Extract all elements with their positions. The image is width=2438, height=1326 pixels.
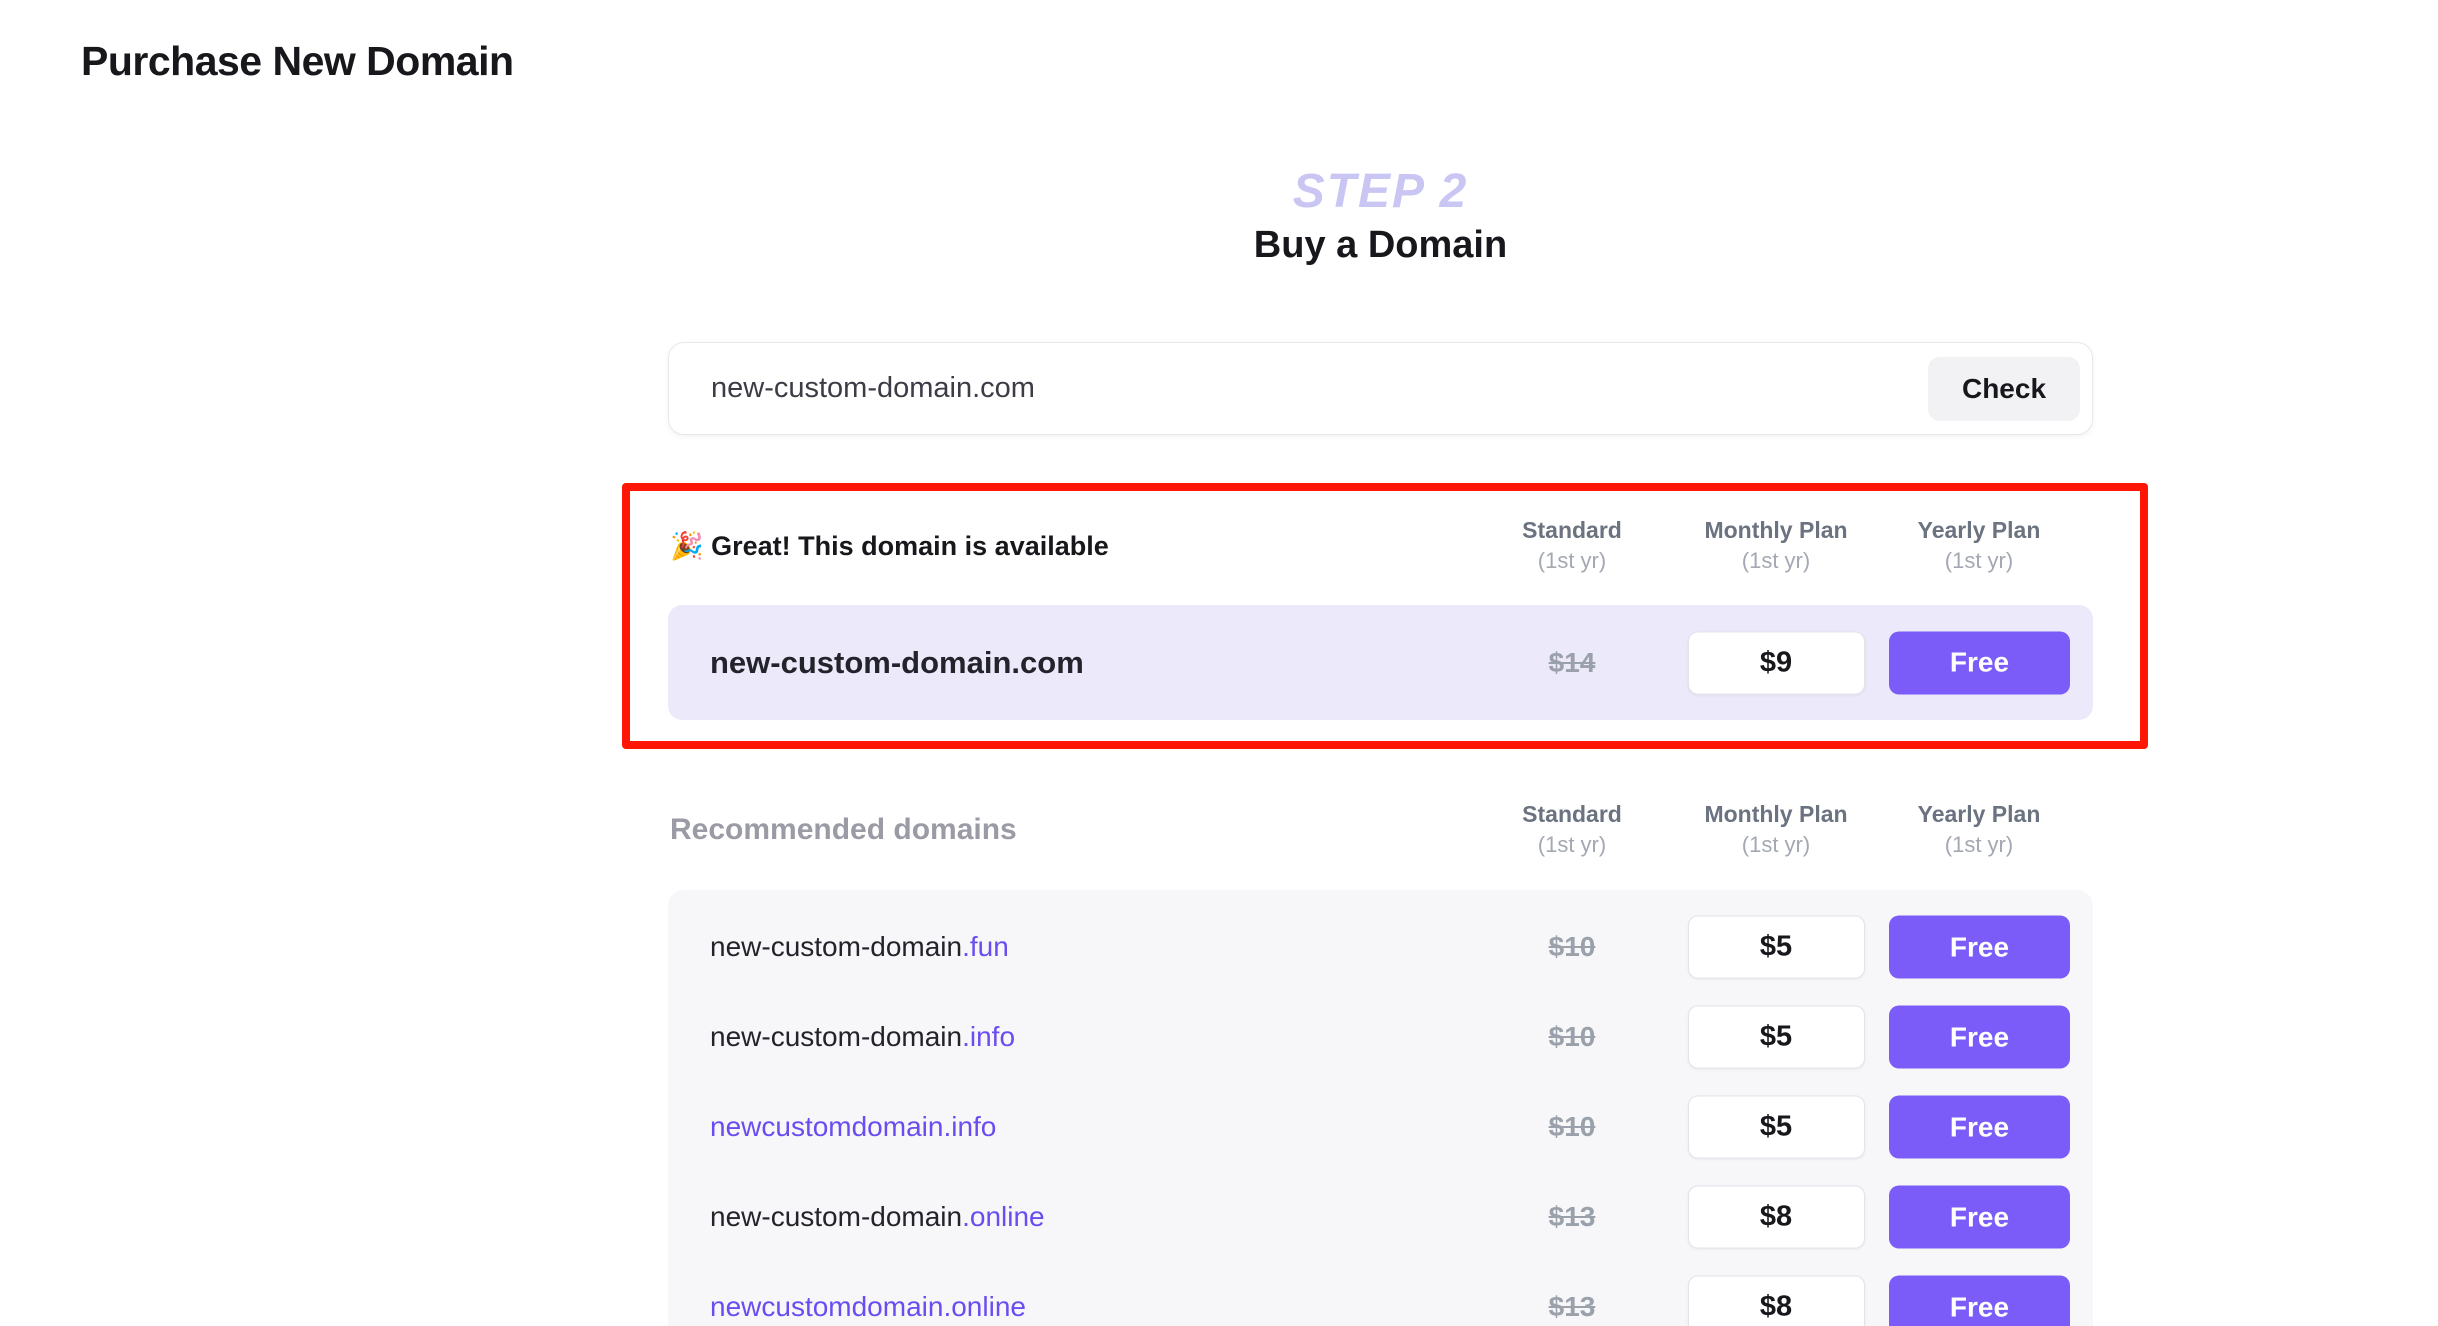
recommended-domain-name: new-custom-domain .online: [710, 1172, 1045, 1262]
available-message: 🎉 Great! This domain is available: [670, 531, 1109, 561]
column-header-yearly-plan: Yearly Plan (1st yr): [1917, 801, 2041, 857]
recommended-domain-row[interactable]: new-custom-domain .online $13 $8 Free: [668, 1172, 2093, 1262]
domain-search-input[interactable]: [669, 343, 2092, 434]
monthly-price-box[interactable]: $5: [1687, 1095, 1865, 1159]
recommended-domain-name: newcustomdomain .info: [710, 1082, 996, 1172]
yearly-price-cell: Free: [1889, 1185, 2070, 1249]
monthly-price-cell: $5: [1686, 915, 1866, 979]
recommended-domain-row[interactable]: newcustomdomain .online $13 $8 Free: [668, 1262, 2093, 1326]
domain-base: newcustomdomain: [710, 1111, 944, 1142]
yearly-price-cell: Free: [1889, 915, 2070, 979]
standard-price: $14: [1548, 646, 1596, 678]
domain-tld: .info: [943, 1111, 997, 1142]
domain-tld: .online: [943, 1291, 1026, 1322]
standard-price: $13: [1548, 1201, 1596, 1232]
domain-tld: .online: [962, 1201, 1045, 1232]
domain-tld: .info: [962, 1021, 1016, 1052]
standard-price: $10: [1548, 1021, 1596, 1052]
column-header-standard: Standard (1st yr): [1522, 801, 1622, 857]
domain-base: new-custom-domain: [710, 931, 963, 962]
recommended-domain-name: newcustomdomain .online: [710, 1262, 1026, 1326]
step-heading: Buy a Domain: [1253, 224, 1508, 266]
yearly-free-button[interactable]: Free: [1889, 631, 2070, 694]
domain-base: new-custom-domain: [710, 1021, 963, 1052]
column-header-standard: Standard (1st yr): [1522, 517, 1622, 573]
monthly-price-cell: $8: [1686, 1275, 1866, 1326]
domain-search-box: Check: [668, 342, 2093, 435]
yearly-price-cell: Free: [1889, 1095, 2070, 1159]
column-header-yearly-plan: Yearly Plan (1st yr): [1917, 517, 2041, 573]
content-column: STEP 2 Buy a Domain Check 🎉 Great! This …: [668, 0, 2093, 1326]
yearly-free-button[interactable]: Free: [1889, 1275, 2070, 1326]
domain-base: newcustomdomain: [710, 1291, 944, 1322]
standard-price-cell: $14: [1482, 647, 1662, 679]
yearly-free-button[interactable]: Free: [1889, 1185, 2070, 1249]
standard-price: $13: [1548, 1291, 1596, 1322]
yearly-free-button[interactable]: Free: [1889, 915, 2070, 979]
monthly-price-box[interactable]: $5: [1687, 915, 1865, 979]
standard-price: $10: [1548, 931, 1596, 962]
check-button[interactable]: Check: [1928, 357, 2080, 421]
yearly-price-cell: Free: [1889, 631, 2070, 694]
monthly-price-box[interactable]: $5: [1687, 1005, 1865, 1069]
recommended-domain-row[interactable]: new-custom-domain .info $10 $5 Free: [668, 992, 2093, 1082]
monthly-price-cell: $5: [1686, 1005, 1866, 1069]
monthly-price-box[interactable]: $8: [1687, 1185, 1865, 1249]
monthly-price-box[interactable]: $9: [1687, 631, 1865, 694]
available-domain-row: new-custom-domain.com $14 $9 Free: [668, 605, 2093, 720]
available-header-row: 🎉 Great! This domain is available Standa…: [668, 515, 2093, 577]
monthly-price-cell: $9: [1686, 631, 1866, 694]
recommended-domain-name: new-custom-domain .info: [710, 992, 1015, 1082]
yearly-price-cell: Free: [1889, 1275, 2070, 1326]
step-label: STEP 2: [1292, 165, 1469, 218]
column-header-monthly-plan: Monthly Plan (1st yr): [1704, 517, 1848, 573]
available-domain-name: new-custom-domain.com: [710, 644, 1084, 680]
domain-base: new-custom-domain: [710, 1201, 963, 1232]
column-header-monthly-plan: Monthly Plan (1st yr): [1704, 801, 1848, 857]
standard-price-cell: $13: [1482, 1201, 1662, 1233]
yearly-free-button[interactable]: Free: [1889, 1005, 2070, 1069]
standard-price: $10: [1548, 1111, 1596, 1142]
monthly-price-cell: $8: [1686, 1185, 1866, 1249]
recommended-domain-name: new-custom-domain .fun: [710, 902, 1009, 992]
recommended-list: new-custom-domain .fun $10 $5 Free new-cu…: [668, 890, 2093, 1326]
standard-price-cell: $10: [1482, 1111, 1662, 1143]
monthly-price-box[interactable]: $8: [1687, 1275, 1865, 1326]
yearly-free-button[interactable]: Free: [1889, 1095, 2070, 1159]
monthly-price-cell: $5: [1686, 1095, 1866, 1159]
standard-price-cell: $10: [1482, 1021, 1662, 1053]
recommended-heading: Recommended domains: [670, 813, 1017, 846]
recommended-domain-row[interactable]: newcustomdomain .info $10 $5 Free: [668, 1082, 2093, 1172]
recommended-header-row: Recommended domains Standard (1st yr) Mo…: [668, 799, 2093, 861]
standard-price-cell: $13: [1482, 1291, 1662, 1323]
page-title: Purchase New Domain: [81, 38, 514, 84]
recommended-domain-row[interactable]: new-custom-domain .fun $10 $5 Free: [668, 902, 2093, 992]
domain-tld: .fun: [962, 931, 1009, 962]
standard-price-cell: $10: [1482, 931, 1662, 963]
yearly-price-cell: Free: [1889, 1005, 2070, 1069]
